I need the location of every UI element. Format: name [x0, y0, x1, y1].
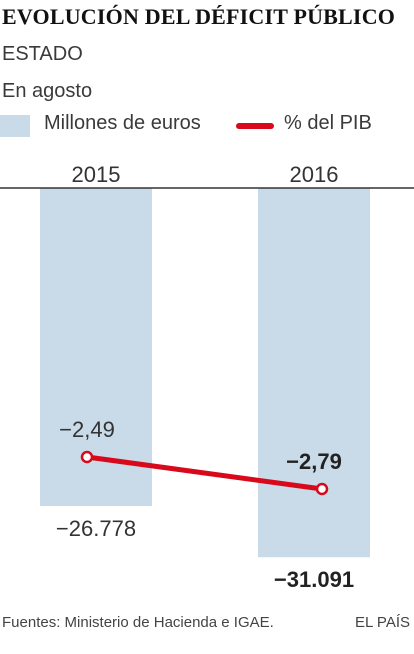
pib-value-label-2015: −2,49	[59, 417, 115, 442]
chart-title: EVOLUCIÓN DEL DÉFICIT PÚBLICO	[2, 4, 396, 29]
legend-bar-label: Millones de euros	[44, 112, 201, 134]
pib-point-2015	[80, 450, 94, 464]
bar-2015	[40, 188, 152, 506]
pib-value-label-2016: −2,79	[286, 449, 342, 474]
source-note: Fuentes: Ministerio de Hacienda e IGAE.	[2, 614, 274, 631]
brand-label: EL PAÍS	[354, 614, 410, 631]
category-label-2016: 2016	[290, 162, 339, 187]
bar-value-label-2015: −26.778	[56, 516, 136, 541]
legend-line-swatch	[236, 123, 274, 129]
bar-value-label-2016: −31.091	[274, 567, 354, 592]
bar-2016	[258, 188, 370, 558]
chart-subtitle: ESTADO	[2, 43, 83, 65]
legend: Millones de euros % del PIB	[0, 112, 414, 138]
pib-point-2016	[315, 482, 329, 496]
legend-line-label: % del PIB	[284, 112, 372, 134]
pib-line	[84, 454, 325, 492]
category-label-2015: 2015	[72, 162, 121, 187]
chart-note: En agosto	[2, 80, 93, 102]
legend-bar-swatch	[0, 115, 30, 137]
